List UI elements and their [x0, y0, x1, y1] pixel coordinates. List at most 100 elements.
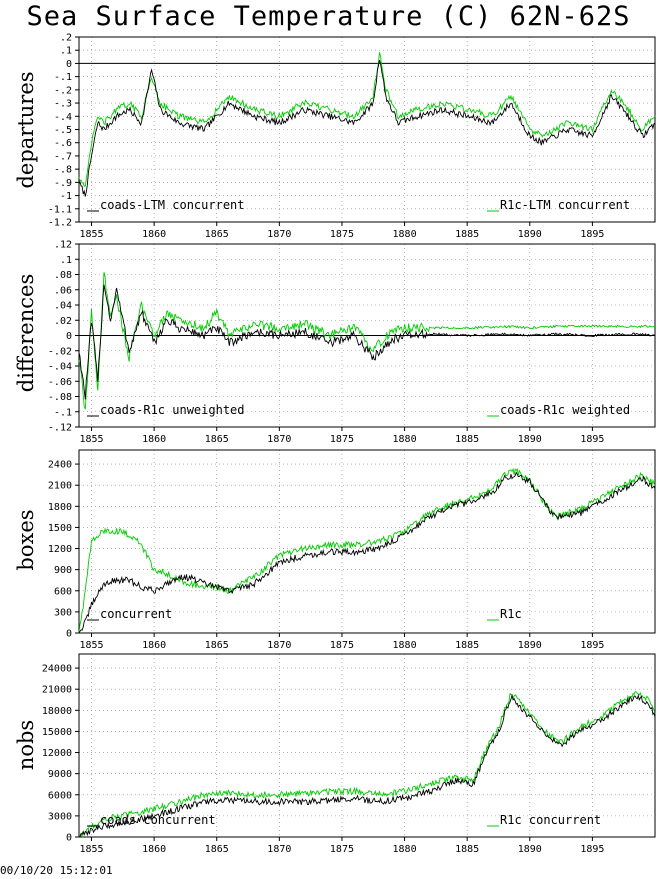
y-tick-label: .08: [54, 270, 72, 281]
x-tick-label: 1880: [393, 229, 417, 240]
x-tick-label: 1875: [330, 434, 354, 445]
y-tick-label: -.04: [48, 362, 72, 373]
y-tick-label: -.06: [48, 377, 72, 388]
y-tick-label: -.6: [54, 138, 72, 149]
ylabel-nobs: nobs: [14, 720, 38, 770]
x-tick-label: 1855: [79, 640, 103, 651]
y-tick-label: 3000: [48, 811, 72, 822]
chart-title: Sea Surface Temperature (C) 62N-62S: [26, 1, 631, 32]
series-line-a: [78, 59, 656, 197]
x-tick-label: 1890: [518, 640, 542, 651]
x-tick-label: 1890: [518, 844, 542, 855]
panel-departures: departures .2 .1 0 -.1 -.2 -.3 -.4 -.5 -.6 -.7 -.8…: [14, 33, 656, 240]
y-tick-label: 2400: [48, 460, 72, 471]
x-tick-label: 1895: [580, 640, 604, 651]
y-tick-label: -1.2: [48, 218, 72, 229]
y-tick-label: .06: [54, 285, 72, 296]
x-tick-label: 1875: [330, 229, 354, 240]
y-tick-label: 1500: [48, 523, 72, 534]
x-tick-label: 1870: [267, 640, 291, 651]
x-tick-label: 1870: [267, 229, 291, 240]
x-tick-label: 1880: [393, 844, 417, 855]
x-tick-label: 1890: [518, 434, 542, 445]
ylabel-departures: departures: [14, 71, 38, 188]
x-tick-label: 1895: [580, 434, 604, 445]
legend-label: R1c-LTM concurrent: [500, 198, 630, 212]
y-tick-label: -.3: [54, 99, 72, 110]
x-tick-label: 1895: [580, 229, 604, 240]
panel-boxes: boxes 2400 2100 1800 1500 1200 900 600 300 0 1855…: [14, 449, 656, 651]
y-tick-label: -.1: [54, 407, 72, 418]
y-tick-label: -.1: [54, 72, 72, 83]
ylabel-boxes: boxes: [14, 509, 38, 570]
y-tick-label: 0: [66, 833, 72, 844]
plot-frame: [78, 653, 656, 838]
x-tick-label: 1865: [205, 434, 229, 445]
x-tick-label: 1855: [79, 844, 103, 855]
x-tick-label: 1870: [267, 434, 291, 445]
x-tick-label: 1865: [205, 844, 229, 855]
x-tick-label: 1875: [330, 844, 354, 855]
y-tick-label: 15000: [42, 727, 72, 738]
plot-frame: [78, 449, 656, 634]
y-tick-label: -.7: [54, 151, 72, 162]
y-tick-label: -1: [60, 191, 72, 202]
x-tick-label: 1855: [79, 229, 103, 240]
series-line-b: [78, 272, 656, 410]
legend-label: coads-R1c weighted: [500, 403, 630, 417]
y-tick-label: 0: [66, 331, 72, 342]
y-tick-label: -.4: [54, 112, 72, 123]
y-tick-label: 1800: [48, 502, 72, 513]
series-line-b: [78, 52, 656, 187]
series-line-a: [79, 693, 656, 838]
y-tick-label: 21000: [42, 685, 72, 696]
y-tick-label: 1200: [48, 544, 72, 555]
y-tick-label: 600: [54, 586, 72, 597]
x-tick-label: 1865: [205, 640, 229, 651]
x-tick-label: 1880: [393, 434, 417, 445]
y-tick-label: .04: [54, 301, 72, 312]
y-tick-label: 0: [66, 59, 72, 70]
legend-label: R1c concurrent: [500, 813, 601, 827]
x-tick-label: 1865: [205, 229, 229, 240]
x-tick-label: 1885: [455, 640, 479, 651]
y-tick-label: -.12: [48, 423, 72, 434]
x-tick-label: 1860: [142, 434, 166, 445]
y-tick-label: 9000: [48, 769, 72, 780]
y-tick-label: .02: [54, 316, 72, 327]
y-tick-label: -.2: [54, 85, 72, 96]
x-tick-label: 1895: [580, 844, 604, 855]
timestamp: 00/10/20 15:12:01: [0, 864, 113, 877]
y-tick-label: 24000: [42, 664, 72, 675]
x-tick-label: 1855: [79, 434, 103, 445]
legend-label: concurrent: [100, 607, 172, 621]
series-line-a: [78, 471, 656, 634]
y-tick-label: 2100: [48, 481, 72, 492]
y-tick-label: .2: [60, 33, 72, 44]
y-tick-label: -.02: [48, 346, 72, 357]
y-tick-label: .1: [60, 46, 72, 57]
y-tick-label: .1: [60, 255, 72, 266]
y-tick-label: 0: [66, 629, 72, 640]
x-tick-label: 1860: [142, 640, 166, 651]
x-tick-label: 1880: [393, 640, 417, 651]
y-tick-label: -1.1: [48, 204, 72, 215]
x-tick-label: 1890: [518, 229, 542, 240]
y-tick-label: 6000: [48, 790, 72, 801]
x-tick-label: 1860: [142, 229, 166, 240]
panel-differences: differences .12 .1 .08 .06 .04 .02 0 -.02 -.04 -.…: [14, 240, 656, 445]
y-tick-label: 900: [54, 565, 72, 576]
x-tick-label: 1885: [455, 844, 479, 855]
y-tick-label: 18000: [42, 706, 72, 717]
x-tick-label: 1870: [267, 844, 291, 855]
y-tick-label: -.08: [48, 392, 72, 403]
x-tick-label: 1885: [455, 434, 479, 445]
legend-label: R1c: [500, 607, 522, 621]
y-tick-label: -.9: [54, 178, 72, 189]
legend-label: coads-LTM concurrent: [100, 198, 245, 212]
legend-label: coads concurrent: [100, 813, 216, 827]
x-tick-label: 1875: [330, 640, 354, 651]
y-tick-label: 300: [54, 607, 72, 618]
ylabel-differences: differences: [14, 274, 38, 392]
